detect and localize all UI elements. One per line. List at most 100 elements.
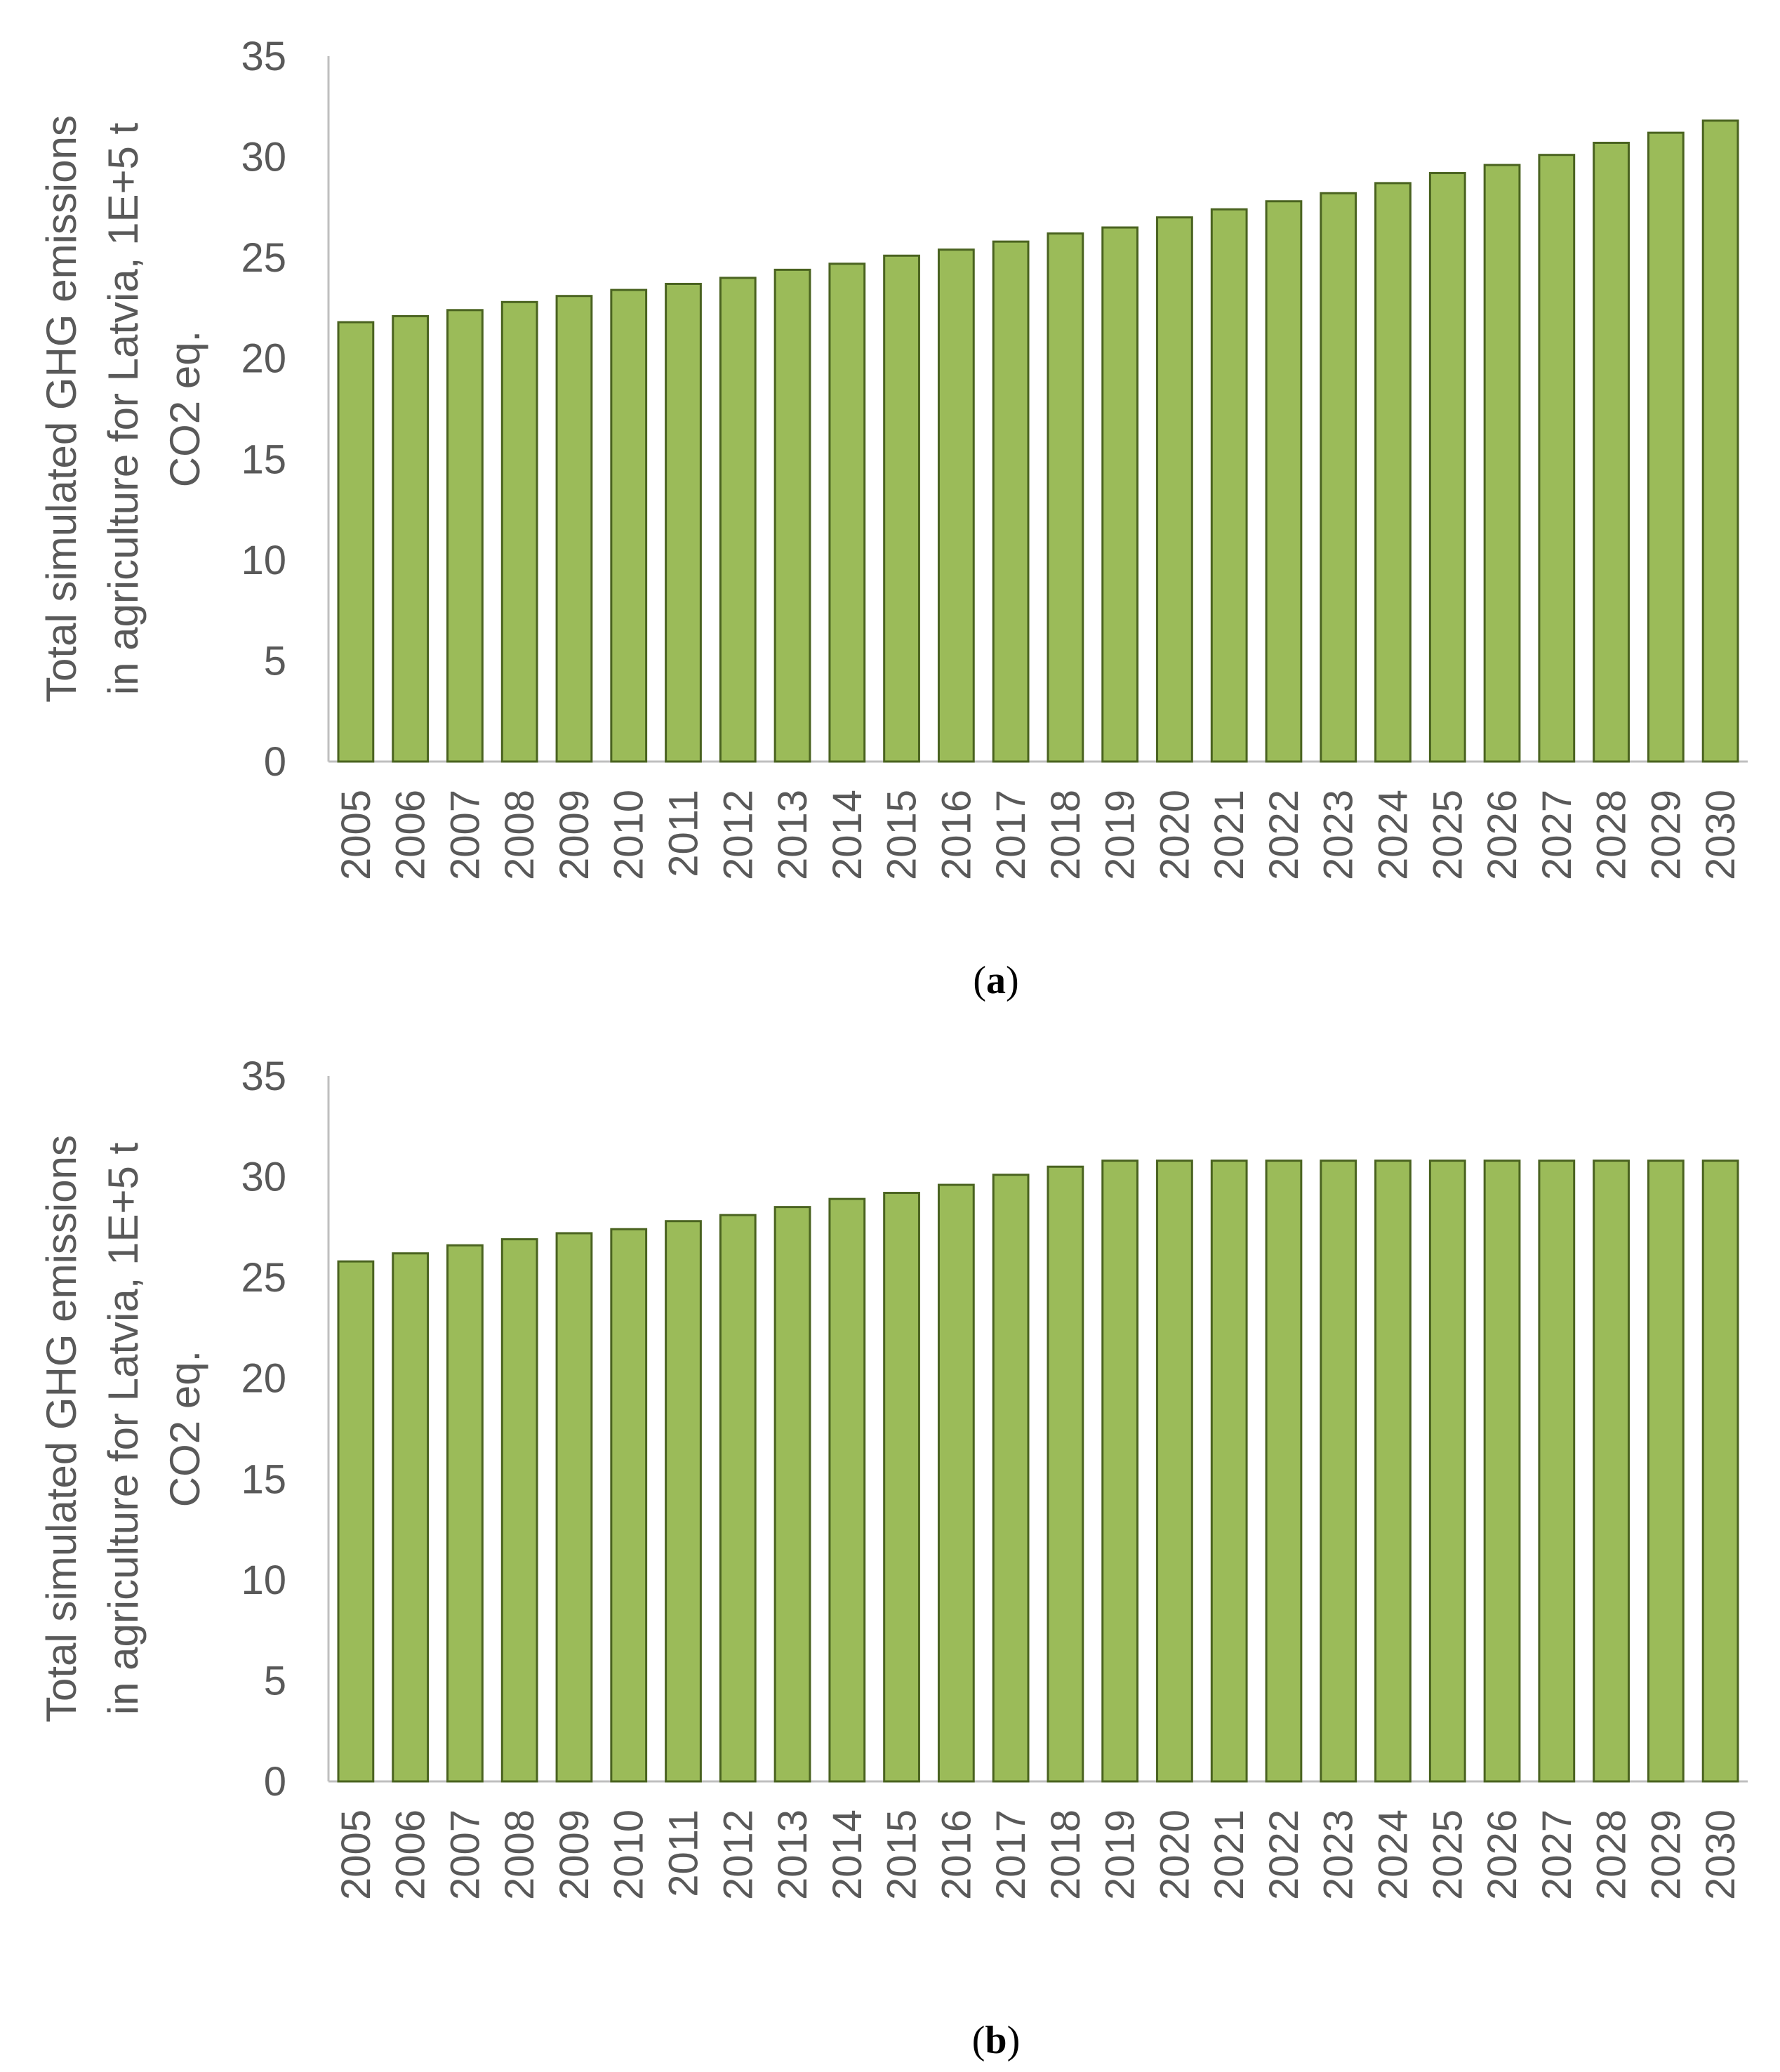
bar: [555, 1232, 593, 1783]
y-axis-title-line: CO2 eq.: [161, 331, 208, 487]
x-tick-label: 2008: [497, 1809, 543, 1900]
y-tick-label: 20: [241, 336, 286, 382]
bar: [883, 1192, 920, 1783]
bar: [1483, 1160, 1521, 1783]
x-tick-label: 2023: [1316, 790, 1362, 880]
y-axis-title: Total simulated GHG emissions in agricult…: [38, 1135, 208, 1722]
panel-label: (a): [973, 959, 1018, 1002]
y-tick-label: 0: [264, 1759, 286, 1805]
x-tick-label: 2014: [825, 790, 870, 880]
bar: [1428, 172, 1466, 763]
x-tick-label: 2025: [1425, 1809, 1470, 1900]
bar: [392, 1252, 430, 1783]
bar: [610, 288, 648, 763]
bar: [1320, 1160, 1357, 1783]
x-tick-label: 2013: [770, 790, 816, 880]
y-tick-label: 5: [264, 638, 286, 684]
bar: [610, 1228, 648, 1783]
x-tick-label: 2026: [1480, 790, 1525, 880]
x-tick-label: 2022: [1261, 1809, 1307, 1900]
bar: [555, 295, 593, 763]
y-tick-label: 10: [241, 1558, 286, 1603]
bar: [337, 1260, 375, 1783]
y-tick-label: 30: [241, 135, 286, 180]
bar: [1647, 131, 1685, 763]
bar: [1593, 1160, 1630, 1783]
x-tick-label: 2012: [715, 1809, 761, 1900]
bar: [1265, 200, 1303, 763]
bar: [665, 1220, 702, 1783]
y-tick-label: 25: [241, 1255, 286, 1301]
bar: [1483, 164, 1521, 763]
x-tick-label: 2018: [1043, 790, 1089, 880]
x-tick-label: 2016: [934, 790, 979, 880]
x-tick-label: 2027: [1534, 1809, 1580, 1900]
x-tick-label: 2019: [1098, 1809, 1143, 1900]
y-axis-title-line: Total simulated GHG emissions: [38, 115, 85, 703]
y-tick-label: 15: [241, 1456, 286, 1502]
bar: [1647, 1160, 1685, 1783]
x-tick-label: 2005: [333, 790, 379, 880]
bar: [1374, 182, 1412, 763]
bar: [1101, 1160, 1139, 1783]
panel-label: (b): [972, 2019, 1020, 2062]
y-tick-label: 10: [241, 538, 286, 583]
y-tick-label: 20: [241, 1356, 286, 1402]
bar: [1101, 226, 1139, 763]
x-tick-label: 2007: [442, 790, 488, 880]
x-tick-label: 2021: [1207, 1809, 1252, 1900]
bar: [1538, 1160, 1576, 1783]
bar: [773, 1206, 811, 1783]
bar: [719, 1214, 757, 1783]
x-tick-label: 2015: [879, 1809, 925, 1900]
bar: [337, 321, 375, 763]
bar: [719, 277, 757, 763]
x-tick-label: 2012: [715, 790, 761, 880]
bar: [1156, 216, 1193, 763]
x-tick-label: 2023: [1316, 1809, 1362, 1900]
bar: [446, 1244, 484, 1783]
bar: [1701, 119, 1739, 763]
x-tick-label: 2008: [497, 790, 543, 880]
x-tick-label: 2028: [1589, 790, 1635, 880]
bar: [937, 248, 975, 763]
y-axis-title-line: in agriculture for Latvia, 1E+5 t: [100, 122, 147, 695]
x-tick-label: 2007: [442, 1809, 488, 1900]
x-tick-label: 2020: [1152, 1809, 1197, 1900]
bar: [500, 1238, 538, 1783]
bar: [500, 300, 538, 763]
x-tick-label: 2011: [661, 1809, 707, 1897]
y-axis-title-line: CO2 eq.: [161, 1350, 208, 1507]
bar: [883, 254, 920, 763]
bar: [446, 309, 484, 763]
y-axis-title: Total simulated GHG emissions in agricult…: [38, 115, 208, 703]
bar: [992, 240, 1030, 763]
x-tick-label: 2024: [1371, 790, 1416, 880]
bar: [1047, 232, 1084, 763]
x-tick-label: 2010: [606, 790, 652, 880]
x-tick-label: 2029: [1643, 790, 1689, 880]
bar: [828, 263, 866, 763]
bar: [1593, 141, 1630, 763]
x-tick-label: 2017: [988, 790, 1034, 880]
bar: [392, 314, 430, 763]
bar: [1538, 154, 1576, 763]
x-tick-label: 2030: [1698, 790, 1744, 880]
x-tick-label: 2011: [661, 790, 707, 877]
bar: [1428, 1160, 1466, 1783]
y-axis-title-line: Total simulated GHG emissions: [38, 1135, 85, 1722]
y-tick-label: 0: [264, 739, 286, 785]
bar: [937, 1183, 975, 1783]
bar: [773, 268, 811, 763]
y-axis-title-line: in agriculture for Latvia, 1E+5 t: [100, 1142, 147, 1715]
x-tick-label: 2017: [988, 1809, 1034, 1900]
x-tick-label: 2029: [1643, 1809, 1689, 1900]
x-tick-label: 2013: [770, 1809, 816, 1900]
y-tick-label: 35: [241, 1054, 286, 1099]
x-tick-label: 2018: [1043, 1809, 1089, 1900]
x-tick-label: 2006: [388, 790, 434, 880]
x-tick-label: 2025: [1425, 790, 1470, 880]
bar: [828, 1197, 866, 1783]
